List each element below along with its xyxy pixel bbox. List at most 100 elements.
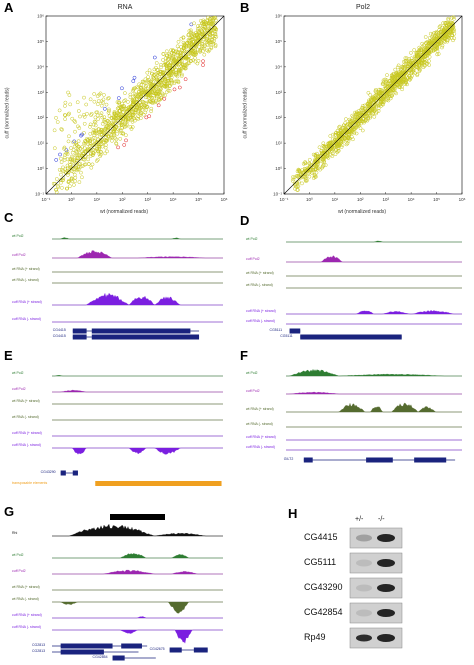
scatter-point (376, 109, 381, 113)
scatter-point (385, 88, 390, 93)
scatter-point (105, 124, 109, 128)
scatter-point (180, 49, 185, 54)
scatter-point (95, 102, 100, 107)
scatter-point (193, 56, 197, 60)
scatter-point (169, 78, 174, 83)
scatter-point (76, 124, 80, 129)
coverage-signal (52, 375, 223, 377)
x-tick-label: 10² (119, 197, 126, 202)
scatter-point (70, 176, 74, 181)
scatter-point (417, 50, 421, 55)
x-tick-label: 10⁵ (195, 197, 202, 202)
scatter-point (74, 165, 78, 170)
scatter-point (346, 136, 350, 140)
y-tick-label: 10³ (37, 90, 44, 95)
scatter-point (179, 53, 184, 58)
scatter-point (205, 28, 210, 32)
scatter-point (297, 168, 301, 173)
scatter-point (134, 85, 139, 90)
scatter-point (87, 136, 92, 141)
scatter-point (59, 127, 64, 131)
scatter-point (63, 100, 68, 105)
scatter-point (88, 124, 92, 129)
track-label: wt Pol2 (12, 553, 24, 557)
scatter-point (133, 110, 138, 114)
scatter-point (105, 138, 109, 143)
scatter-point (354, 131, 359, 136)
scatter-point (184, 55, 188, 60)
scatter-point (88, 154, 93, 158)
blot-band-mut (377, 609, 395, 617)
scatter-point (140, 99, 145, 104)
scatter-point (389, 94, 393, 99)
scatter-point (93, 115, 98, 120)
scatter-point (427, 59, 431, 63)
scatter-point (202, 52, 207, 57)
scatter-point (431, 38, 435, 43)
scatter-point (202, 46, 207, 51)
scatter-point (448, 31, 452, 35)
coverage-signal (52, 389, 223, 393)
scatter-point (390, 73, 394, 78)
scatter-point (178, 69, 183, 73)
scatter-point (104, 135, 108, 139)
scatter-point (184, 63, 189, 68)
scatter-point (361, 106, 365, 110)
scatter-point (60, 127, 64, 132)
scatter-point (427, 55, 432, 59)
x-tick-label: 10² (357, 197, 364, 202)
scatter-point (156, 103, 161, 108)
gene-label: CG4415 (52, 334, 66, 338)
scatter-point (445, 31, 450, 35)
scatter-point (333, 136, 338, 141)
blot-band-het (356, 634, 372, 642)
scatter-point (70, 150, 75, 155)
scatter-point (310, 171, 314, 175)
scatter-point (56, 183, 60, 188)
gene-label: CG42854 (92, 655, 108, 659)
scatter-point (154, 75, 158, 79)
track-label: cuff RNA (+ strand) (12, 300, 42, 304)
scatter-point (207, 17, 212, 21)
scatter-point (137, 106, 142, 110)
scatter-point (371, 107, 375, 112)
scatter-point (130, 102, 135, 106)
scatter-point (59, 178, 63, 182)
panel-label-c: C (4, 210, 14, 225)
scatter-point (382, 94, 386, 99)
panel-a-xlabel: wt (normalized reads) (100, 209, 149, 215)
scatter-point (436, 33, 440, 37)
scatter-point (312, 158, 317, 162)
gene-label: CG4415 (52, 328, 66, 332)
scatter-point (205, 48, 210, 53)
scatter-point (403, 69, 407, 74)
scatter-point (291, 175, 295, 179)
scatter-point (181, 40, 186, 45)
blot-row-label: CG4415 (304, 532, 338, 542)
scatter-point (134, 103, 139, 108)
y-tick-label: 10⁰ (275, 166, 282, 171)
scatter-point (406, 63, 410, 68)
scatter-point (144, 107, 148, 112)
scatter-point (69, 166, 74, 171)
scatter-point (131, 107, 136, 111)
scatter-point (69, 146, 73, 150)
scatter-point (448, 28, 453, 33)
scatter-point (409, 50, 413, 55)
scatter-point (395, 72, 400, 77)
scatter-point (70, 179, 75, 183)
scatter-point (112, 111, 117, 116)
scatter-point (114, 141, 118, 146)
scatter-point (117, 123, 122, 128)
scatter-point (185, 50, 190, 55)
scatter-point (102, 130, 107, 135)
scatter-point (317, 145, 322, 150)
scatter-point (131, 79, 136, 83)
western-blot: CG4415 CG5111 CG43290 CG42854 Rp49 (304, 527, 414, 658)
scatter-point (409, 68, 414, 72)
scatter-point (423, 35, 428, 39)
scatter-point (183, 63, 188, 67)
scatter-point (411, 68, 416, 73)
scatter-point (102, 93, 106, 97)
scatter-point (368, 93, 373, 97)
